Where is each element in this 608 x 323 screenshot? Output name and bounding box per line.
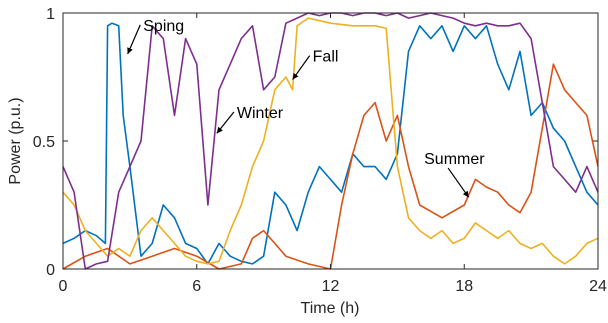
x-tick-label: 12 [322,278,340,295]
x-axis-label: Time (h) [301,300,360,317]
y-axis-label: Power (p.u.) [7,97,24,184]
annotation-arrow [447,167,470,198]
series-line-fall [62,17,599,265]
x-tick-label: 6 [192,278,201,295]
y-tick-label: 0 [46,262,55,279]
annotation-arrow [292,55,311,80]
annotations-layer: Sping Fall Winter Summer [127,18,485,198]
annotation-label: Winter [237,105,284,122]
y-tick-label: 1 [46,6,55,23]
series-line-spring [62,22,599,265]
annotation-label: Fall [313,49,339,66]
ticks-layer: 0 6 12 18 24 0 0.5 1 [33,6,607,295]
x-tick-label: 0 [59,278,68,295]
annotation-arrow [216,111,235,134]
annotation-arrow [127,24,141,55]
y-tick-label: 0.5 [33,134,55,151]
x-tick-label: 18 [455,278,473,295]
x-tick-label: 24 [589,278,607,295]
series-line-summer [62,63,599,270]
annotation-label: Sping [143,18,184,35]
annotation-label: Summer [424,151,485,168]
